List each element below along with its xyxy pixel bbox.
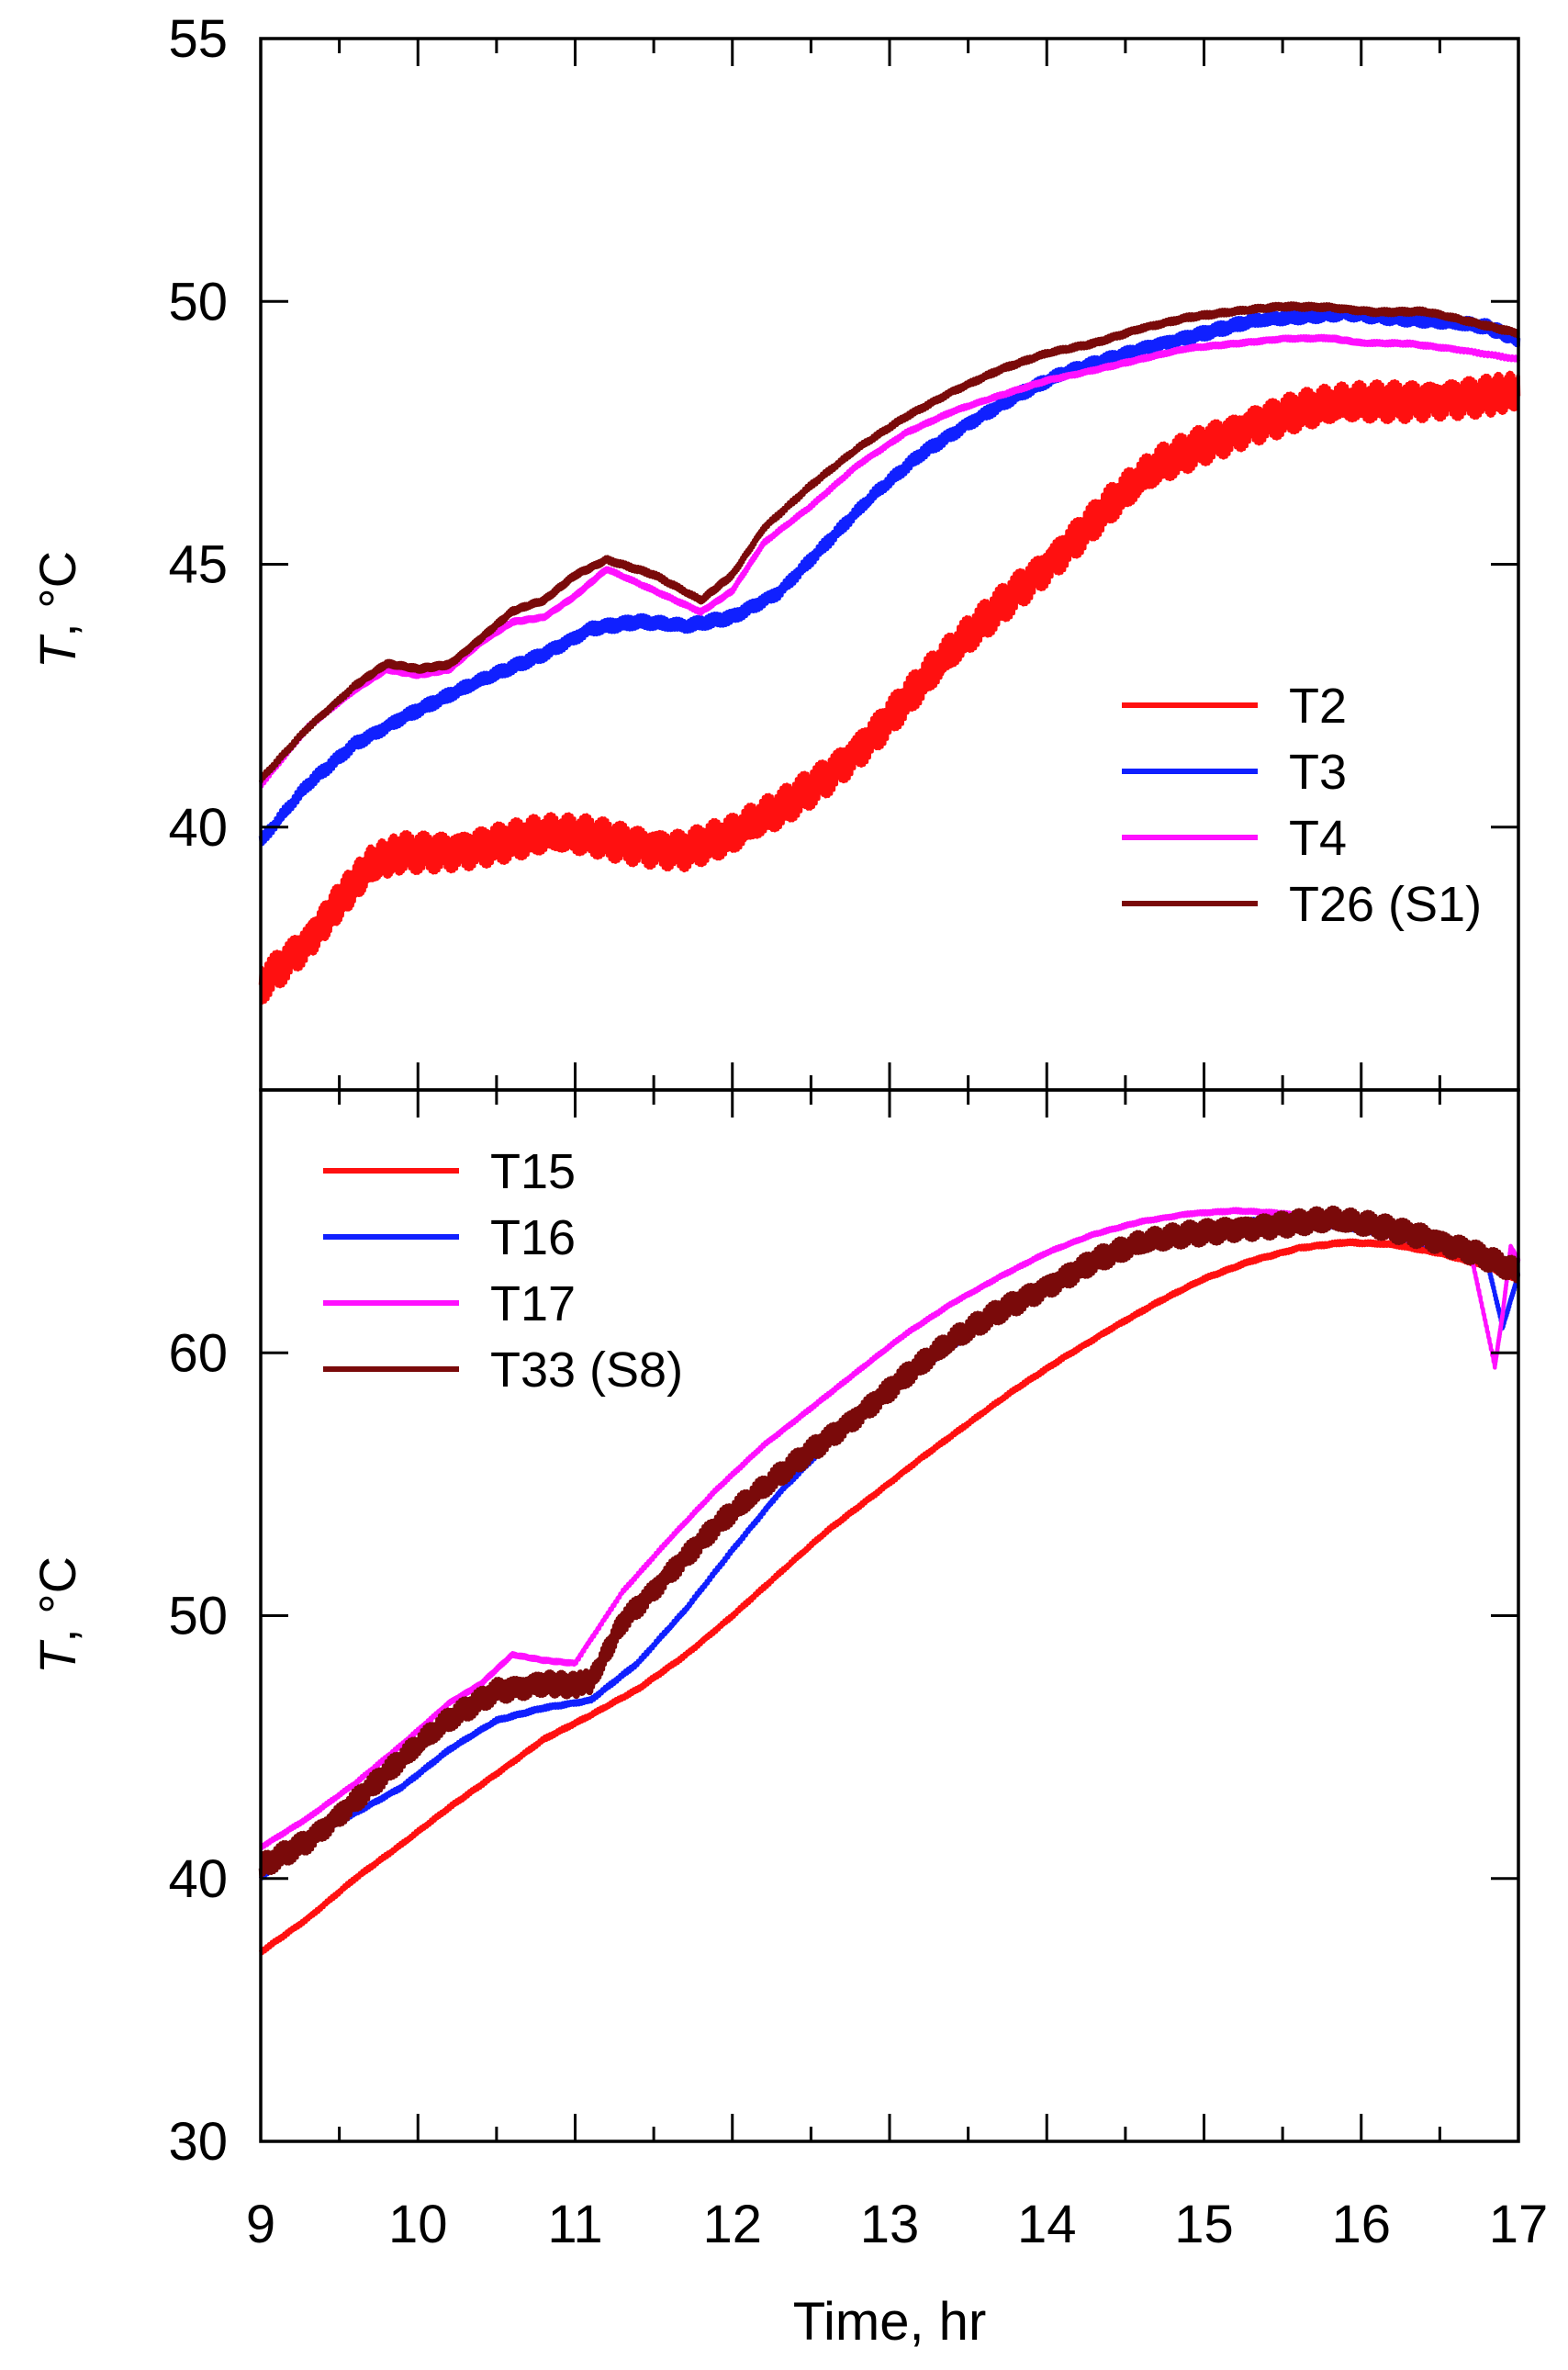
x-tick-label: 16 — [1331, 2195, 1391, 2254]
legend-label: T26 (S1) — [1289, 877, 1482, 932]
top-series-group — [258, 301, 1521, 1005]
bottom-series-group — [258, 1205, 1521, 1956]
bottom-series-line-t16 — [258, 1217, 1521, 1881]
xlabel: Time, hr — [793, 2292, 987, 2352]
x-tick-label: 13 — [860, 2195, 920, 2254]
legend-label: T33 (S8) — [490, 1342, 683, 1398]
legend-label: T17 — [490, 1276, 576, 1331]
x-tick-label: 9 — [246, 2195, 275, 2254]
x-tick-label: 11 — [547, 2195, 602, 2254]
top-panel: 40 45 50 55 T, °C T2 T3 T4 T26 (S1) — [28, 9, 1521, 1092]
y-tick-label: 60 — [168, 1323, 228, 1383]
y-tick-label: 55 — [168, 9, 228, 69]
top-series-line-t26 — [258, 301, 1520, 784]
legend-label: T4 — [1289, 811, 1347, 866]
legend-label: T15 — [490, 1144, 576, 1199]
bottom-series-line-t33 — [258, 1205, 1521, 1880]
y-tick-label: 30 — [168, 2112, 228, 2172]
legend-label: T2 — [1289, 679, 1347, 734]
x-tick-label: 17 — [1489, 2195, 1549, 2254]
x-tick-label: 12 — [702, 2195, 762, 2254]
bottom-panel: 30 40 50 60 9 10 11 12 13 14 15 16 17 T, °C Time, h… — [28, 1088, 1548, 2352]
x-tick-labels: 9 10 11 12 13 14 15 16 17 — [246, 2195, 1548, 2254]
top-y-tick-labels: 40 45 50 55 — [168, 9, 228, 858]
legend-label: T16 — [490, 1210, 576, 1265]
bottom-series-line-t15 — [258, 1238, 1520, 1956]
top-series-line-t2 — [258, 370, 1521, 1005]
x-tick-label: 15 — [1174, 2195, 1234, 2254]
bottom-ylabel: T, °C — [28, 1556, 86, 1674]
bottom-legend: T15 T16 T17 T33 (S8) — [323, 1144, 683, 1398]
top-legend: T2 T3 T4 T26 (S1) — [1122, 679, 1482, 932]
top-series-line-t4 — [259, 333, 1521, 789]
bottom-tick-marks — [259, 1090, 1520, 2141]
y-tick-label: 45 — [168, 535, 228, 595]
x-tick-label: 14 — [1017, 2195, 1077, 2254]
top-tick-marks — [259, 39, 1520, 1090]
top-series-line-t3 — [258, 305, 1521, 847]
y-tick-label: 40 — [168, 1849, 228, 1909]
x-tick-label: 10 — [388, 2195, 448, 2254]
bottom-y-tick-labels: 30 40 50 60 — [168, 1323, 228, 2172]
legend-label: T3 — [1289, 745, 1347, 800]
y-tick-label: 50 — [168, 1587, 228, 1646]
y-tick-label: 50 — [168, 272, 228, 331]
top-plot-frame — [259, 37, 1520, 1092]
y-tick-label: 40 — [168, 798, 228, 858]
top-ylabel: T, °C — [28, 551, 86, 668]
